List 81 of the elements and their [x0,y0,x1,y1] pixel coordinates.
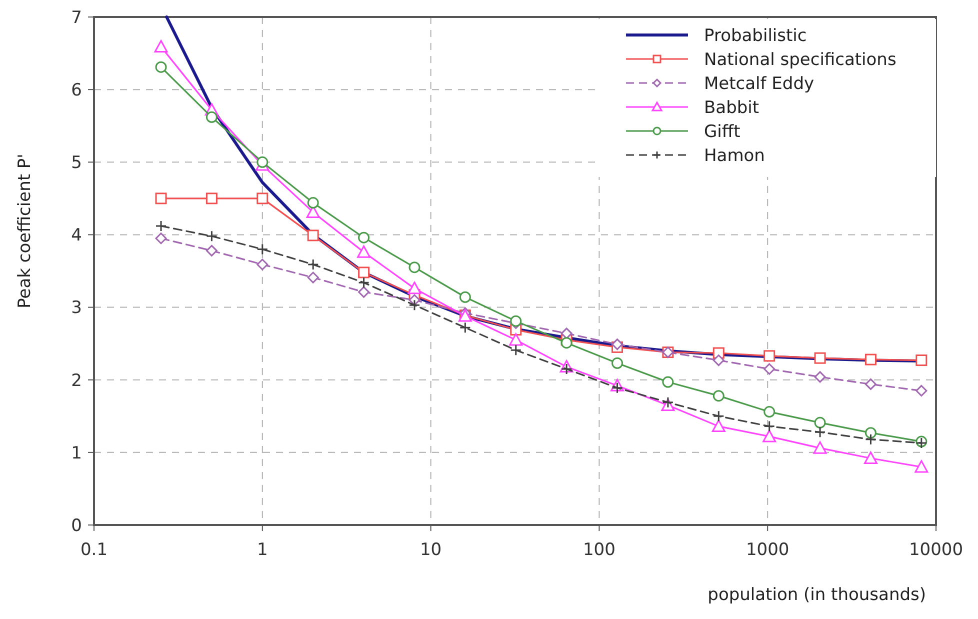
point [510,344,522,356]
legend-label: National specifications [704,50,896,70]
point [612,338,624,350]
point [764,420,776,432]
y-axis-title: Peak coefficient P' [15,154,35,308]
point [612,382,624,394]
point [256,192,268,204]
y-tick-label: 6 [71,80,82,101]
x-tick-label: 1000 [746,540,790,560]
point [814,426,826,438]
y-tick-label: 1 [71,443,82,464]
point [662,376,674,388]
point [814,352,826,364]
point [712,354,724,366]
point [864,378,876,390]
point [408,299,420,311]
x-tick-label: 100 [582,540,616,560]
point [814,371,826,383]
point [206,244,218,256]
x-axis-title: population (in thousands) [708,585,926,605]
point [914,460,928,473]
point [764,350,776,362]
point [307,230,319,242]
point [256,156,268,168]
point [712,390,724,402]
legend-label: Babbit [704,98,760,118]
point [612,357,624,369]
point [408,282,422,294]
point [712,420,726,432]
point [459,322,471,334]
point [256,243,268,255]
point [256,258,268,270]
point [764,363,776,375]
point [864,451,878,464]
point [764,406,776,418]
point [916,354,928,366]
point [358,286,370,298]
point [916,384,928,396]
y-tick-label: 2 [71,370,82,391]
point [762,430,776,442]
point [154,40,168,53]
point [560,337,572,349]
legend-label: Gifft [704,122,741,142]
point [358,276,370,288]
x-tick-label: 10000 [908,540,964,560]
legend-label: Hamon [704,146,765,166]
point [560,363,572,375]
y-tick-label: 0 [71,516,82,536]
y-tick-label: 4 [71,226,82,246]
point [662,396,674,408]
point [155,220,167,232]
legend-label: Metcalf Eddy [704,74,814,94]
y-tick-label: 3 [71,298,82,318]
point [712,410,724,422]
point [814,416,826,428]
point [864,354,876,366]
point [408,262,420,274]
point [510,315,522,327]
y-tick-label: 7 [71,8,82,28]
point [206,192,218,204]
point [155,232,167,244]
y-tick-label: 5 [71,153,82,174]
point [307,197,319,209]
point [358,232,370,244]
point [357,245,371,258]
point [509,333,523,346]
point [155,192,167,204]
x-tick-label: 10 [420,540,442,560]
point [459,291,471,303]
x-tick-label: 0.1 [80,540,108,560]
point [155,61,167,73]
x-tick-label: 1 [256,540,268,560]
point [307,258,319,270]
point [864,434,876,446]
point [358,266,370,278]
point [206,111,218,123]
point [307,272,319,284]
point [206,230,218,242]
legend-label: Probabilistic [704,26,807,46]
point [864,427,876,439]
point [813,441,827,454]
